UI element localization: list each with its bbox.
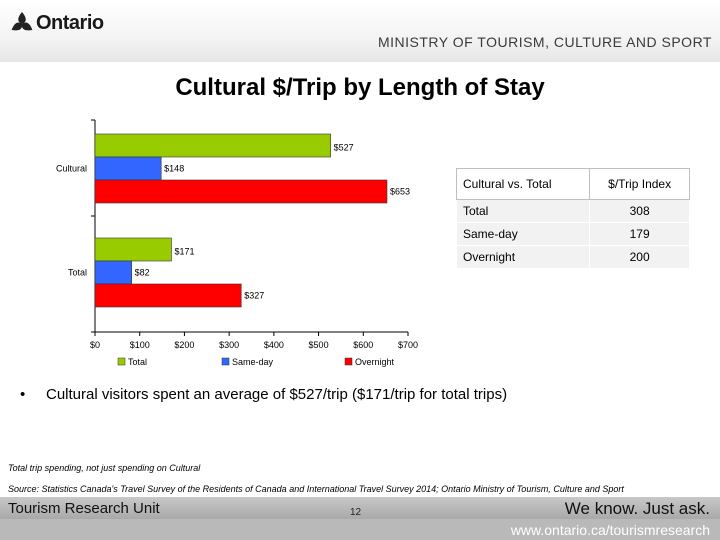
legend-swatch bbox=[221, 357, 230, 366]
x-tick-label: $200 bbox=[174, 340, 194, 350]
bar bbox=[94, 133, 331, 158]
legend-label: Same-day bbox=[232, 357, 274, 367]
logo-wordmark: Ontario bbox=[36, 12, 104, 34]
table-row: Same-day 179 bbox=[455, 222, 690, 246]
legend-label: Total bbox=[128, 357, 147, 367]
index-header-value: $/Trip Index bbox=[589, 168, 690, 200]
bar bbox=[94, 179, 388, 204]
data-label: $653 bbox=[390, 187, 410, 197]
index-header-label: Cultural vs. Total bbox=[455, 168, 591, 200]
slide-footer: Tourism Research Unit We know. Just ask.… bbox=[0, 497, 720, 540]
row-label: Total bbox=[455, 199, 591, 223]
y-category-label: Cultural bbox=[56, 164, 87, 174]
row-label: Overnight bbox=[455, 245, 591, 269]
source-note: Source: Statistics Canada's Travel Surve… bbox=[8, 484, 624, 494]
x-tick-label: $700 bbox=[398, 340, 418, 350]
bar bbox=[94, 156, 162, 181]
footnote: Total trip spending, not just spending o… bbox=[8, 463, 201, 473]
legend-label: Overnight bbox=[355, 357, 395, 367]
row-value: 308 bbox=[589, 199, 690, 223]
ontario-trillium-logo bbox=[11, 12, 33, 31]
tagline: We know. Just ask. bbox=[564, 499, 710, 518]
data-label: $327 bbox=[244, 291, 264, 301]
x-tick-label: $500 bbox=[309, 340, 329, 350]
bullet-text: Cultural visitors spent an average of $5… bbox=[46, 386, 508, 403]
bullet-icon: • bbox=[20, 386, 26, 403]
x-tick-label: $300 bbox=[219, 340, 239, 350]
data-label: $527 bbox=[334, 143, 354, 153]
data-label: $148 bbox=[164, 164, 184, 174]
data-label: $82 bbox=[135, 268, 150, 278]
legend-swatch bbox=[344, 357, 353, 366]
x-tick-label: $600 bbox=[353, 340, 373, 350]
row-value: 179 bbox=[589, 222, 690, 246]
bar bbox=[94, 237, 172, 262]
row-value: 200 bbox=[589, 245, 690, 269]
slide-header: Ontario MINISTRY OF TOURISM, CULTURE AND… bbox=[0, 0, 720, 62]
legend-swatch bbox=[117, 357, 126, 366]
ministry-name: MINISTRY OF TOURISM, CULTURE AND SPORT bbox=[377, 34, 712, 50]
page-number: 12 bbox=[350, 507, 362, 518]
x-tick-label: $0 bbox=[90, 340, 100, 350]
bar-chart: $0 $100 $200 $300 $400 $500 $600 $700 Cultural $5… bbox=[56, 119, 418, 367]
x-tick-label: $400 bbox=[264, 340, 284, 350]
footer-band bbox=[0, 497, 720, 519]
bar bbox=[94, 260, 132, 285]
slide-title: Cultural $/Trip by Length of Stay bbox=[175, 74, 545, 101]
footer-url: www.ontario.ca/tourismresearch bbox=[510, 522, 710, 538]
y-category-label: Total bbox=[68, 268, 87, 278]
unit-name: Tourism Research Unit bbox=[8, 500, 160, 517]
data-label: $171 bbox=[174, 247, 194, 257]
x-tick-label: $100 bbox=[130, 340, 150, 350]
index-table-header: Cultural vs. Total $/Trip Index bbox=[455, 168, 690, 200]
table-row: Total 308 bbox=[455, 199, 690, 223]
index-table: Cultural vs. Total $/Trip Index Total 30… bbox=[455, 168, 690, 269]
row-label: Same-day bbox=[455, 222, 591, 246]
table-row: Overnight 200 bbox=[455, 245, 690, 269]
bar bbox=[94, 283, 242, 308]
